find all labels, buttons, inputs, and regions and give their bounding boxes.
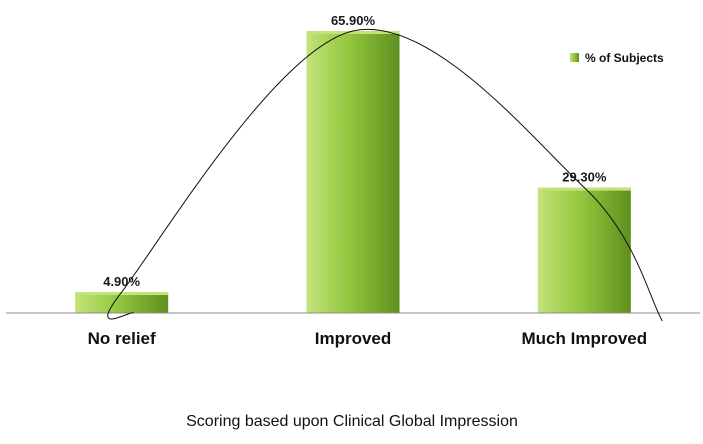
legend: % of Subjects <box>570 51 664 65</box>
trend-curve <box>107 28 663 322</box>
data-label: 65.90% <box>331 13 376 28</box>
bar-improved <box>306 31 400 313</box>
bar-top-highlight <box>537 187 631 191</box>
data-label: 4.90% <box>103 274 140 289</box>
legend-swatch <box>570 53 579 62</box>
bar-much-improved <box>537 187 631 313</box>
legend-label: % of Subjects <box>585 51 664 65</box>
bar-no-relief <box>75 292 169 313</box>
bars-layer <box>75 31 631 313</box>
data-label: 29.30% <box>562 170 607 185</box>
x-axis-title: Scoring based upon Clinical Global Impre… <box>186 413 518 430</box>
bar-top-highlight <box>306 31 400 34</box>
labels-layer: 4.90% No relief 65.90% Improved 29.30% Much I… <box>88 13 647 348</box>
category-label: Much Improved <box>522 329 648 348</box>
bar-top-highlight <box>75 292 169 296</box>
category-label: Improved <box>315 329 392 348</box>
category-label: No relief <box>88 329 156 348</box>
